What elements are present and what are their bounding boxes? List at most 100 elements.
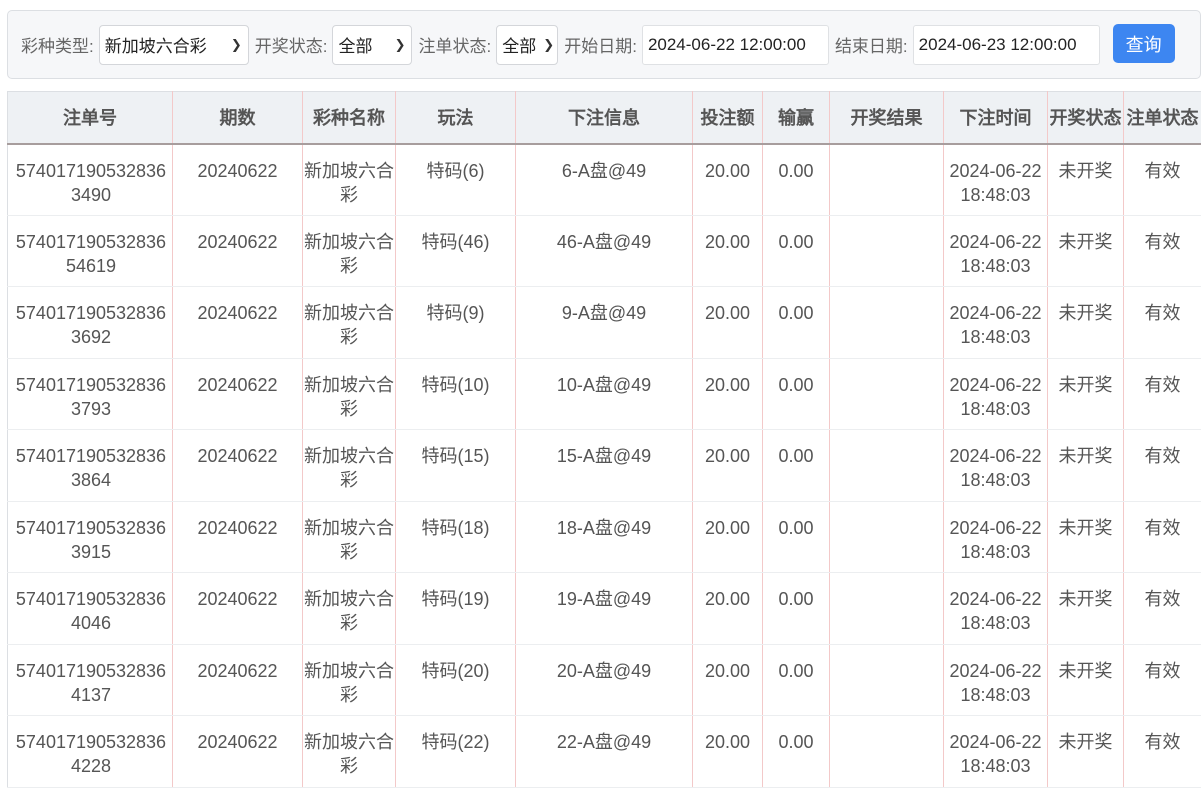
win-loss-cell: 0.00 xyxy=(763,501,830,573)
play-type-cell: 特码(19) xyxy=(396,573,516,645)
lottery-type-value: 新加坡六合彩 xyxy=(105,32,207,57)
bet-id-cell: 57401719053283654619 xyxy=(8,215,173,287)
win-loss-cell: 0.00 xyxy=(763,573,830,645)
draw-result-cell xyxy=(830,215,944,287)
bet-status-cell: 有效 xyxy=(1124,358,1201,430)
draw-result-cell xyxy=(830,573,944,645)
win-loss-cell: 0.00 xyxy=(763,215,830,287)
draw-status-cell: 未开奖 xyxy=(1048,287,1124,359)
chevron-down-icon: ❯ xyxy=(543,37,554,53)
bet-amount-cell: 20.00 xyxy=(693,358,763,430)
period-cell: 20240622 xyxy=(173,644,303,716)
bet-status-cell: 有效 xyxy=(1124,430,1201,502)
bet-amount-cell: 20.00 xyxy=(693,716,763,788)
bet-id-cell: 5740171905328363864 xyxy=(8,430,173,502)
draw-status-select[interactable]: 全部 ❯ xyxy=(332,25,412,65)
bet-id-cell: 5740171905328364046 xyxy=(8,573,173,645)
end-date-input[interactable]: 2024-06-23 12:00:00 xyxy=(913,25,1100,65)
period-cell: 20240622 xyxy=(173,430,303,502)
chevron-down-icon: ❯ xyxy=(395,37,406,53)
bet-amount-cell: 20.00 xyxy=(693,573,763,645)
period-cell: 20240622 xyxy=(173,358,303,430)
lottery-name-cell: 新加坡六合彩 xyxy=(303,144,396,216)
end-date-label: 结束日期: xyxy=(835,32,908,57)
bet-status-select[interactable]: 全部❯ xyxy=(496,25,558,65)
bet-amount-cell: 20.00 xyxy=(693,501,763,573)
column-header: 投注额 xyxy=(693,92,763,144)
column-header: 下注信息 xyxy=(516,92,693,144)
draw-result-cell xyxy=(830,144,944,216)
query-button[interactable]: 查询 xyxy=(1113,24,1175,63)
bet-info-cell: 18-A盘@49 xyxy=(516,501,693,573)
bet-status-label: 注单状态: xyxy=(418,32,491,57)
column-header: 注单号 xyxy=(8,92,173,144)
bet-info-cell: 22-A盘@49 xyxy=(516,716,693,788)
start-date-input[interactable]: 2024-06-22 12:00:00 xyxy=(642,25,829,65)
bet-id-cell: 5740171905328363793 xyxy=(8,358,173,430)
period-cell: 20240622 xyxy=(173,501,303,573)
win-loss-cell: 0.00 xyxy=(763,144,830,216)
draw-result-cell xyxy=(830,644,944,716)
lottery-name-cell: 新加坡六合彩 xyxy=(303,573,396,645)
bet-amount-cell: 20.00 xyxy=(693,215,763,287)
draw-status-cell: 未开奖 xyxy=(1048,501,1124,573)
lottery-name-cell: 新加坡六合彩 xyxy=(303,215,396,287)
draw-result-cell xyxy=(830,716,944,788)
column-header: 期数 xyxy=(173,92,303,144)
bet-id-cell: 5740171905328364137 xyxy=(8,644,173,716)
column-header: 开奖结果 xyxy=(830,92,944,144)
period-cell: 20240622 xyxy=(173,144,303,216)
play-type-cell: 特码(9) xyxy=(396,287,516,359)
play-type-cell: 特码(20) xyxy=(396,644,516,716)
bet-info-cell: 10-A盘@49 xyxy=(516,358,693,430)
bet-info-cell: 15-A盘@49 xyxy=(516,430,693,502)
bet-status-cell: 有效 xyxy=(1124,644,1201,716)
period-cell: 20240622 xyxy=(173,215,303,287)
draw-status-cell: 未开奖 xyxy=(1048,144,1124,216)
play-type-cell: 特码(18) xyxy=(396,501,516,573)
draw-status-cell: 未开奖 xyxy=(1048,430,1124,502)
bet-info-cell: 20-A盘@49 xyxy=(516,644,693,716)
draw-status-cell: 未开奖 xyxy=(1048,573,1124,645)
draw-result-cell xyxy=(830,287,944,359)
draw-status-cell: 未开奖 xyxy=(1048,358,1124,430)
bet-info-cell: 6-A盘@49 xyxy=(516,144,693,216)
draw-status-cell: 未开奖 xyxy=(1048,716,1124,788)
lottery-name-cell: 新加坡六合彩 xyxy=(303,430,396,502)
bet-status-cell: 有效 xyxy=(1124,716,1201,788)
bet-id-cell: 5740171905328363490 xyxy=(8,144,173,216)
draw-result-cell xyxy=(830,430,944,502)
bet-amount-cell: 20.00 xyxy=(693,430,763,502)
lottery-name-cell: 新加坡六合彩 xyxy=(303,716,396,788)
draw-status-value: 全部 xyxy=(338,32,372,57)
win-loss-cell: 0.00 xyxy=(763,287,830,359)
column-header: 彩种名称 xyxy=(303,92,396,144)
lottery-type-select[interactable]: 新加坡六合彩❯ xyxy=(99,25,249,65)
start-date-label: 开始日期: xyxy=(564,32,637,57)
bet-id-cell: 5740171905328364228 xyxy=(8,716,173,788)
bet-status-cell: 有效 xyxy=(1124,144,1201,216)
draw-result-cell xyxy=(830,501,944,573)
draw-result-cell xyxy=(830,358,944,430)
bet-amount-cell: 20.00 xyxy=(693,644,763,716)
period-cell: 20240622 xyxy=(173,287,303,359)
win-loss-cell: 0.00 xyxy=(763,430,830,502)
play-type-cell: 特码(10) xyxy=(396,358,516,430)
draw-status-cell: 未开奖 xyxy=(1048,215,1124,287)
bet-table: 注单号期数彩种名称玩法下注信息投注额输赢开奖结果下注时间开奖状态注单状态 574… xyxy=(7,91,1201,788)
play-type-cell: 特码(6) xyxy=(396,144,516,216)
column-header: 输赢 xyxy=(763,92,830,144)
bet-amount-cell: 20.00 xyxy=(693,144,763,216)
